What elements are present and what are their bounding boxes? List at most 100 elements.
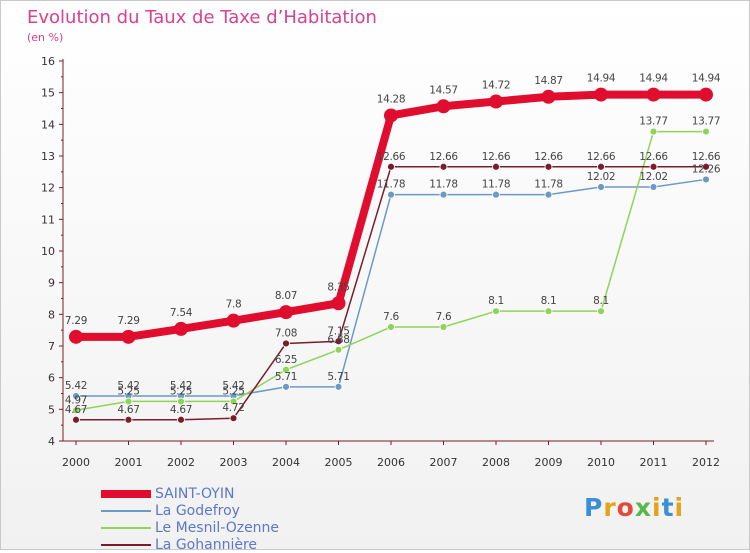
data-label: 7.15 <box>327 325 349 337</box>
x-tick-label: 2005 <box>325 456 353 469</box>
x-tick-label: 2003 <box>220 456 248 469</box>
data-point <box>439 190 448 199</box>
data-point <box>384 108 398 123</box>
data-label: 12.66 <box>534 151 563 163</box>
data-point <box>124 397 133 406</box>
legend: SAINT-OYIN La Godefroy Le Mesnil-Ozenne La … <box>101 485 279 553</box>
data-label: 14.94 <box>587 73 616 85</box>
data-label: 13.77 <box>692 116 721 128</box>
y-tick-label: 11 <box>41 213 55 226</box>
data-label: 12.66 <box>482 151 511 163</box>
legend-label: La Gohannière <box>155 536 258 553</box>
y-tick-label: 5 <box>48 403 55 416</box>
legend-label: Le Mesnil-Ozenne <box>155 519 280 536</box>
x-tick-label: 2002 <box>167 456 195 469</box>
legend-swatch <box>101 489 151 498</box>
y-tick-label: 4 <box>48 435 55 448</box>
data-point <box>597 162 605 171</box>
data-point <box>702 175 710 184</box>
data-label: 6.88 <box>327 334 349 346</box>
x-tick-label: 2012 <box>692 456 720 469</box>
data-label: 14.28 <box>377 93 406 105</box>
data-point <box>121 329 136 344</box>
y-tick-label: 7 <box>48 340 55 353</box>
x-tick-label: 2000 <box>62 456 90 469</box>
data-label: 4.97 <box>65 394 87 406</box>
y-tick-label: 9 <box>48 277 55 290</box>
chart-unit: (en %) <box>27 31 64 44</box>
data-point <box>334 382 343 391</box>
data-point <box>544 162 553 171</box>
data-label: 8.07 <box>275 290 297 302</box>
data-point <box>177 415 185 424</box>
y-tick-label: 8 <box>48 308 55 321</box>
data-label: 12.26 <box>692 163 721 175</box>
data-point <box>492 307 500 316</box>
data-point <box>646 87 661 102</box>
x-tick-label: 2006 <box>377 456 405 469</box>
data-point <box>387 162 395 171</box>
data-label: 7.29 <box>65 315 87 327</box>
data-label: 11.78 <box>482 179 511 191</box>
x-tick-label: 2007 <box>430 456 458 469</box>
data-label: 4.67 <box>65 404 87 416</box>
proxiti-logo: Proxiti <box>584 493 685 522</box>
data-point <box>229 414 238 423</box>
data-label: 4.72 <box>222 402 244 414</box>
data-label: 7.54 <box>170 307 193 319</box>
legend-swatch <box>101 543 151 546</box>
data-label: 5.25 <box>170 385 192 397</box>
data-point <box>177 397 185 406</box>
data-point <box>492 162 500 171</box>
data-point <box>544 190 553 199</box>
data-point <box>72 392 80 400</box>
data-point <box>174 321 188 336</box>
data-point <box>702 127 710 136</box>
data-point <box>439 323 448 331</box>
x-tick-label: 2009 <box>535 456 563 469</box>
data-point <box>541 89 556 104</box>
data-label: 12.66 <box>639 151 668 163</box>
data-point <box>387 323 395 331</box>
y-tick-label: 12 <box>41 182 55 195</box>
data-point <box>72 406 80 415</box>
data-point <box>282 382 290 391</box>
y-tick-label: 16 <box>41 55 55 68</box>
series-line <box>72 90 710 341</box>
x-tick-label: 2004 <box>272 456 300 469</box>
data-label: 12.66 <box>692 151 721 163</box>
data-label: 5.25 <box>117 385 139 397</box>
data-label: 7.08 <box>275 327 297 339</box>
chart-title: Evolution du Taux de Taxe d’Habitation <box>27 7 377 28</box>
legend-swatch <box>101 509 151 512</box>
data-point <box>282 339 290 348</box>
data-label: 12.66 <box>429 151 458 163</box>
legend-swatch <box>101 526 151 529</box>
y-tick-label: 13 <box>41 150 55 163</box>
legend-item: SAINT-OYIN <box>101 485 279 502</box>
data-point <box>702 162 710 171</box>
data-label: 8.1 <box>541 295 557 307</box>
data-label: 14.94 <box>639 73 668 85</box>
data-point <box>649 162 658 171</box>
data-label: 4.67 <box>170 404 192 416</box>
legend-label: La Godefroy <box>155 502 240 519</box>
data-label: 7.8 <box>226 299 242 311</box>
data-point <box>387 190 395 199</box>
data-label: 12.66 <box>377 151 406 163</box>
data-point <box>594 87 608 102</box>
y-tick-label: 14 <box>41 118 55 131</box>
data-point <box>72 415 80 424</box>
data-label: 11.78 <box>429 179 458 191</box>
data-point <box>699 87 713 102</box>
data-point <box>439 162 448 171</box>
data-point <box>492 190 500 199</box>
data-label: 14.72 <box>482 80 511 92</box>
data-label: 8.35 <box>327 281 349 293</box>
x-tick-label: 2010 <box>587 456 615 469</box>
data-point <box>334 337 343 346</box>
data-label: 5.25 <box>222 385 244 397</box>
data-label: 5.42 <box>222 380 244 392</box>
